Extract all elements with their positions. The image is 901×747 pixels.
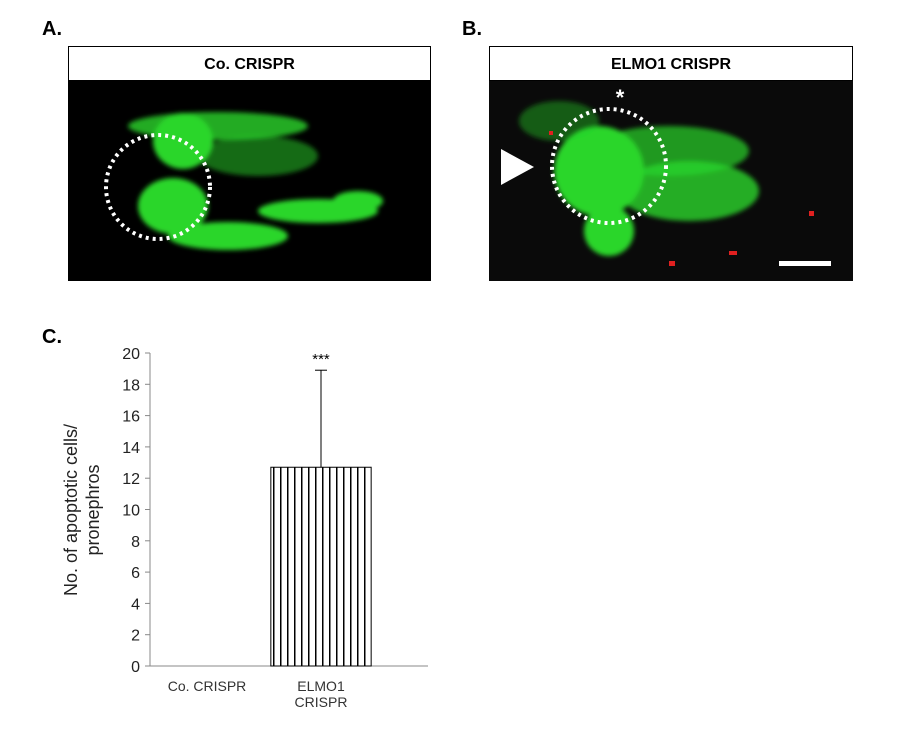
annotation: * [616,85,625,110]
panel-label: C. [42,326,62,348]
y-tick-label: 4 [131,596,140,613]
significance-label: *** [312,351,330,368]
y-tick-label: 12 [122,471,140,488]
y-tick-label: 14 [122,440,140,457]
panel-label: A. [42,18,62,40]
panel-title: ELMO1 CRISPR [489,46,853,81]
y-tick-label: 6 [131,565,140,582]
y-tick-label: 8 [131,534,140,551]
micrograph [68,81,431,281]
panel-label: B. [462,18,482,40]
y-tick-label: 2 [131,628,140,645]
panel-title: Co. CRISPR [68,46,431,81]
micrograph: * [489,81,853,281]
x-tick-label: Co. CRISPR [167,678,247,694]
bar [270,466,372,667]
y-tick-label: 18 [122,377,140,394]
y-tick-label: 10 [122,503,140,520]
y-tick-label: 20 [122,346,140,363]
y-tick-label: 16 [122,409,140,426]
y-tick-label: 0 [131,659,140,676]
x-tick-label: ELMO1 CRISPR [294,678,348,710]
